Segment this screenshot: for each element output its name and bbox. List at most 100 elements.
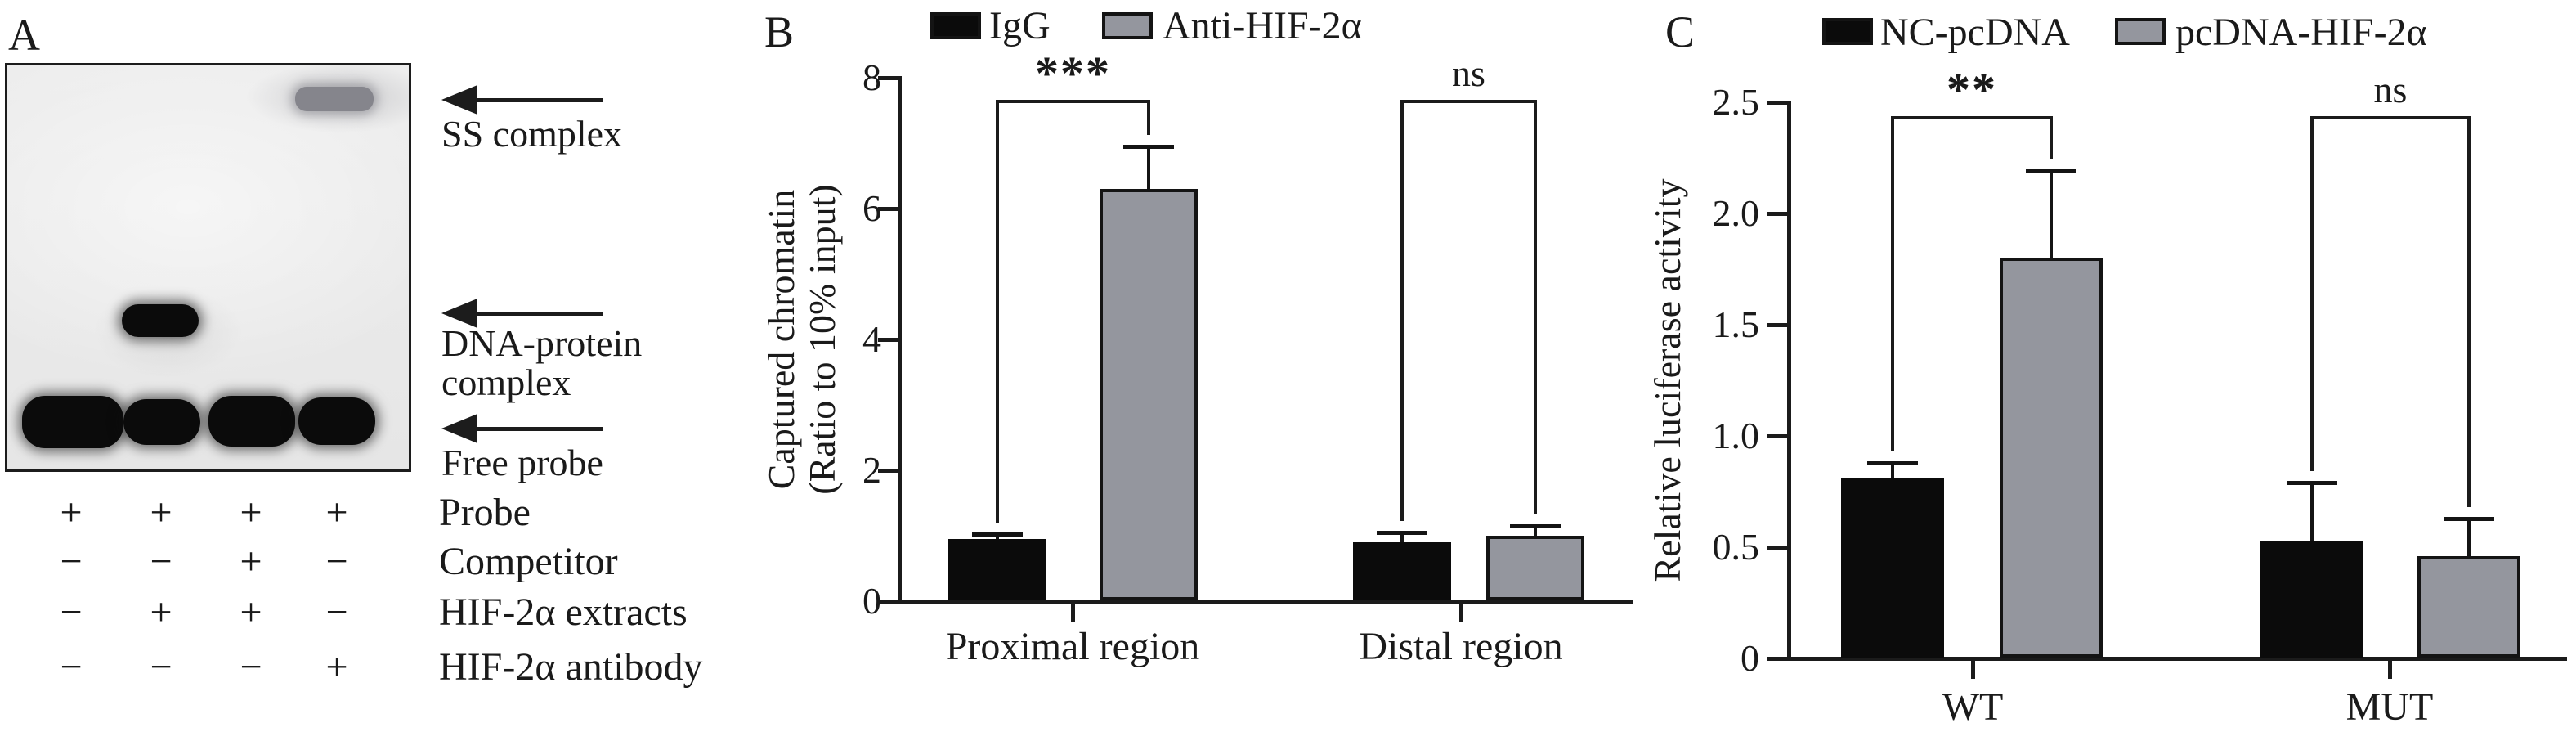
legend-swatch-anti-hif-2 — [1102, 12, 1153, 39]
y-tick-mark-2 — [878, 469, 899, 473]
significance-proximal-region: *** — [1035, 47, 1111, 100]
condition-label-hif-2-extracts: HIF-2α extracts — [439, 591, 688, 634]
arrow-shaft — [471, 312, 603, 316]
free-probe-arrow-icon — [441, 414, 603, 443]
free-probe-band-lane1 — [22, 396, 123, 448]
sig-bracket-left-mut — [2310, 116, 2314, 472]
condition-hif-2-extracts-lane1: − — [60, 591, 83, 634]
y-axis-line — [1787, 101, 1791, 661]
error-cap-nc-pcdna-mut — [2287, 481, 2337, 486]
free-probe-band-lane3 — [208, 396, 295, 447]
y-tick-label-0: 0 — [1740, 637, 1759, 679]
y-tick-label-6: 6 — [862, 187, 881, 229]
error-cap-pcdna-hif-2-wt — [2026, 169, 2076, 174]
x-tick-mark-proximal-region — [1071, 604, 1075, 622]
y-tick-mark-8 — [878, 76, 899, 80]
legend-swatch-pcdna-hif-2 — [2115, 18, 2166, 45]
condition-row-competitor: − − + − Competitor — [0, 537, 801, 586]
condition-hif-2-antibody-lane2: − — [150, 645, 172, 689]
condition-probe-lane1: + — [60, 491, 83, 534]
condition-row-probe: + + + + Probe — [0, 488, 801, 537]
x-label-wt: WT — [1942, 685, 2004, 729]
dna-protein-complex-label: DNA-protein complex — [441, 322, 643, 403]
ss-complex-label: SS complex — [441, 113, 623, 155]
sig-bracket-right-wt — [2050, 116, 2053, 160]
panel-a-label: A — [8, 11, 40, 60]
dna-protein-complex-band — [122, 304, 199, 337]
x-axis-line — [898, 600, 1633, 604]
sig-bracket-right-mut — [2467, 116, 2471, 507]
error-cap-nc-pcdna-wt — [1867, 460, 1918, 465]
condition-probe-lane2: + — [150, 491, 172, 534]
bar-nc-pcdna-mut — [2260, 540, 2363, 658]
legend-swatch-nc-pcdna — [1822, 18, 1873, 45]
bar-nc-pcdna-wt — [1841, 478, 1944, 658]
error-cap-pcdna-hif-2-mut — [2444, 516, 2494, 521]
bar-igg-proximal-region — [948, 539, 1046, 600]
error-bar-anti-hif-2-proximal-region — [1147, 146, 1150, 189]
ss-complex-band — [295, 87, 374, 111]
x-label-distal-region: Distal region — [1359, 625, 1563, 668]
y-axis-title-line1: Captured chromatin — [760, 189, 802, 490]
arrow-shaft — [471, 98, 603, 102]
bar-anti-hif-2-distal-region — [1486, 536, 1584, 600]
condition-competitor-lane4: − — [325, 540, 348, 583]
x-tick-mark-distal-region — [1459, 604, 1463, 622]
y-tick-label-0-5: 0.5 — [1712, 526, 1760, 568]
arrow-shaft — [471, 427, 603, 431]
y-tick-mark-0 — [1767, 657, 1789, 661]
y-tick-mark-1-0 — [1767, 434, 1789, 438]
x-label-proximal-region: Proximal region — [945, 625, 1200, 668]
sig-bracket-top-distal-region — [1400, 100, 1537, 103]
y-tick-label-2-0: 2.0 — [1712, 192, 1760, 234]
error-cap-igg-distal-region — [1377, 531, 1427, 535]
condition-probe-lane3: + — [240, 491, 262, 534]
condition-hif-2-extracts-lane4: − — [325, 591, 348, 634]
y-tick-mark-1-5 — [1767, 323, 1789, 327]
x-tick-mark-mut — [2388, 661, 2392, 679]
error-bar-pcdna-hif-2-mut — [2467, 518, 2471, 556]
error-bar-pcdna-hif-2-wt — [2050, 171, 2053, 258]
x-tick-mark-wt — [1971, 661, 1975, 679]
condition-row-hif-2-antibody: − − − + HIF-2α antibody — [0, 643, 801, 692]
emsa-gel-image — [5, 63, 411, 472]
bar-pcdna-hif-2-wt — [2000, 258, 2103, 658]
error-bar-igg-distal-region — [1400, 532, 1404, 542]
condition-hif-2-antibody-lane1: − — [60, 645, 83, 689]
condition-label-probe: Probe — [439, 491, 531, 534]
condition-label-hif-2-antibody: HIF-2α antibody — [439, 645, 703, 689]
error-bar-anti-hif-2-distal-region — [1534, 526, 1537, 536]
y-tick-label-8: 8 — [862, 56, 881, 98]
sig-bracket-right-proximal-region — [1147, 100, 1150, 135]
bar-anti-hif-2-proximal-region — [1100, 189, 1198, 600]
legend-label-pcdna-hif-2: pcDNA-HIF-2α — [2175, 11, 2427, 54]
error-cap-anti-hif-2-distal-region — [1510, 524, 1561, 528]
y-axis-line — [898, 76, 902, 604]
sig-bracket-right-distal-region — [1534, 100, 1537, 514]
y-axis-title-line1: Relative luciferase activity — [1646, 178, 1688, 582]
dna-protein-complex-arrow-icon — [441, 299, 603, 328]
condition-row-hif-2-extracts: − + + − HIF-2α extracts — [0, 588, 801, 637]
sig-bracket-top-wt — [1891, 116, 2053, 119]
condition-hif-2-extracts-lane2: + — [150, 591, 172, 634]
y-tick-mark-4 — [878, 338, 899, 342]
y-tick-label-0: 0 — [862, 580, 881, 622]
sig-bracket-left-wt — [1891, 116, 1894, 451]
y-tick-label-2-5: 2.5 — [1712, 81, 1760, 123]
bar-pcdna-hif-2-mut — [2417, 555, 2520, 658]
error-bar-nc-pcdna-wt — [1891, 462, 1894, 478]
condition-hif-2-antibody-lane3: − — [240, 645, 262, 689]
condition-competitor-lane1: − — [60, 540, 83, 583]
error-cap-anti-hif-2-proximal-region — [1123, 145, 1174, 149]
y-tick-mark-0 — [878, 600, 899, 604]
legend-label-nc-pcdna: NC-pcDNA — [1880, 11, 2070, 54]
sig-bracket-left-proximal-region — [996, 100, 999, 523]
x-axis-line — [1787, 657, 2567, 661]
y-tick-mark-6 — [878, 207, 899, 211]
significance-distal-region: ns — [1452, 52, 1485, 94]
significance-mut: ns — [2373, 69, 2408, 110]
condition-competitor-lane2: − — [150, 540, 172, 583]
significance-wt: ** — [1947, 63, 1997, 116]
x-label-mut: MUT — [2345, 685, 2434, 729]
